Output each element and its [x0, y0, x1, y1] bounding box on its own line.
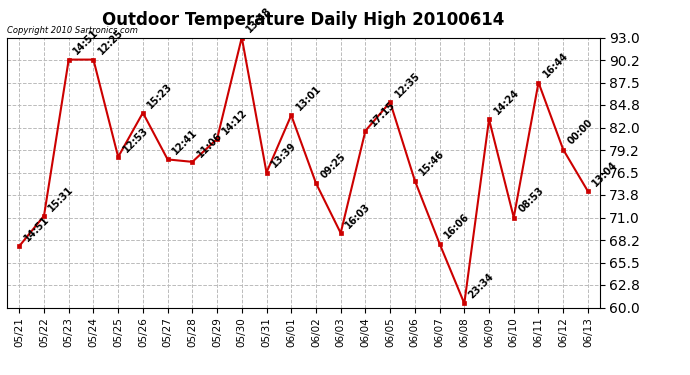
Text: 13:01: 13:01 — [294, 84, 323, 112]
Text: 00:00: 00:00 — [566, 118, 595, 147]
Text: 12:53: 12:53 — [121, 125, 150, 154]
Text: 15:23: 15:23 — [146, 81, 175, 110]
Text: 13:04: 13:04 — [591, 159, 620, 189]
Text: 16:06: 16:06 — [442, 212, 471, 241]
Text: 14:12: 14:12 — [220, 107, 249, 136]
Text: 12:25: 12:25 — [96, 28, 125, 57]
Text: 09:25: 09:25 — [319, 152, 348, 180]
Text: Outdoor Temperature Daily High 20100614: Outdoor Temperature Daily High 20100614 — [102, 11, 505, 29]
Text: 12:41: 12:41 — [170, 128, 199, 157]
Text: 16:44: 16:44 — [541, 51, 570, 80]
Text: 13:39: 13:39 — [269, 141, 298, 170]
Text: 23:34: 23:34 — [467, 272, 496, 301]
Text: Copyright 2010 Sartronics.com: Copyright 2010 Sartronics.com — [7, 26, 138, 35]
Text: 14:51: 14:51 — [72, 28, 101, 57]
Text: 17:15: 17:15 — [368, 99, 397, 128]
Text: 15:31: 15:31 — [47, 184, 76, 213]
Text: 16:03: 16:03 — [344, 201, 373, 230]
Text: 12:35: 12:35 — [393, 70, 422, 99]
Text: 08:53: 08:53 — [517, 186, 546, 215]
Text: 14:24: 14:24 — [492, 87, 521, 117]
Text: 15:46: 15:46 — [417, 149, 446, 178]
Text: 11:06: 11:06 — [195, 130, 224, 159]
Text: 14:51: 14:51 — [22, 214, 51, 243]
Text: 13:48: 13:48 — [244, 6, 274, 35]
